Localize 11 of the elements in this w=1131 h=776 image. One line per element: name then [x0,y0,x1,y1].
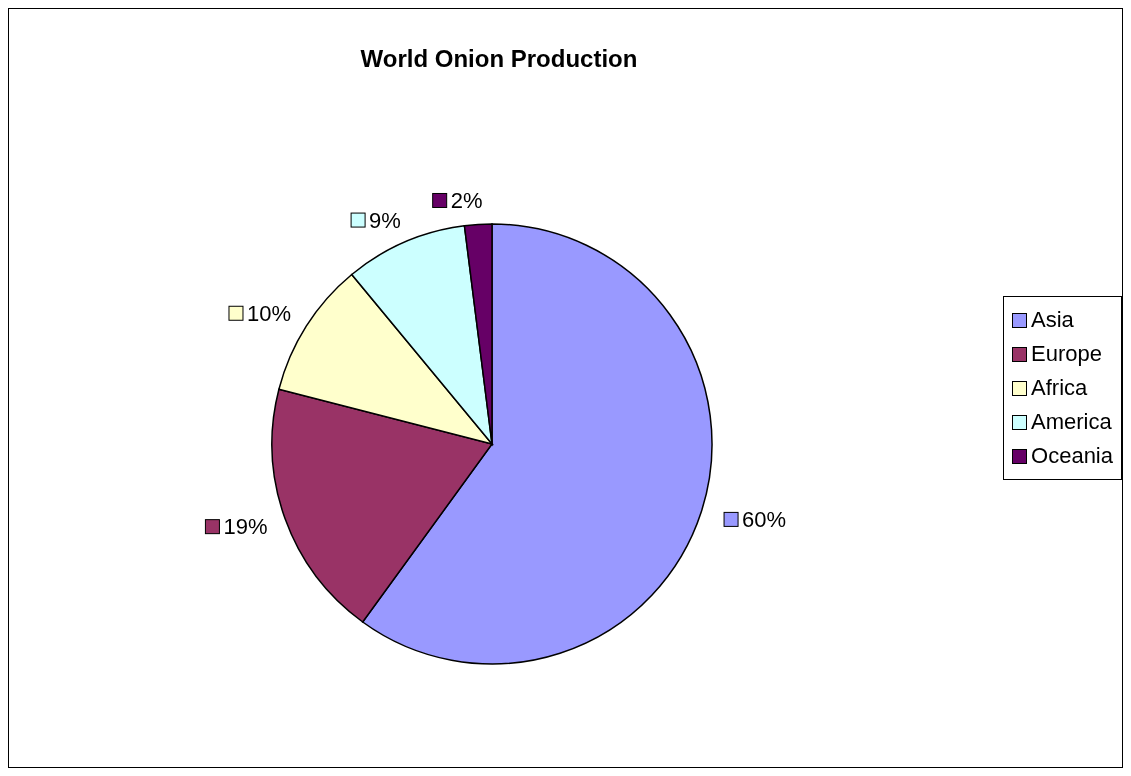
data-label: 2% [450,187,483,213]
data-label: 19% [223,514,268,540]
data-label: 60% [742,506,787,532]
legend-label: Oceania [1031,443,1113,469]
legend-label: Asia [1031,307,1074,333]
data-label: 10% [246,300,292,326]
legend-label: America [1031,409,1112,435]
legend-label: Europe [1031,341,1102,367]
legend-label: Africa [1031,375,1088,401]
data-label: 9% [369,207,401,233]
chart-title: World Onion Production [359,45,639,73]
